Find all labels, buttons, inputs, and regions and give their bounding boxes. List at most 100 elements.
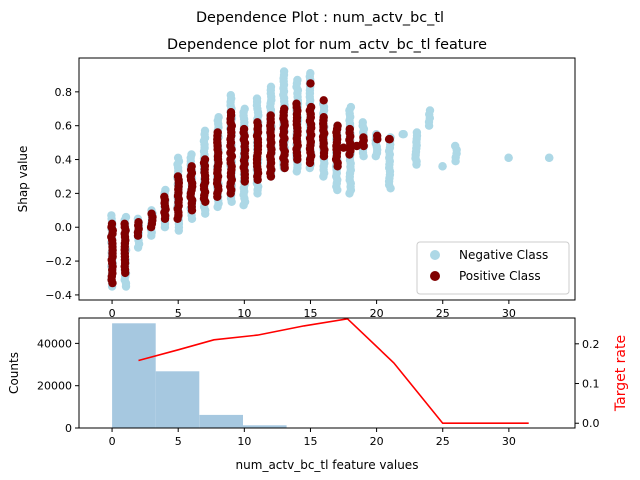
scatter-title: Dependence plot for num_actv_bc_tl featu…: [167, 37, 487, 53]
scatter-point: [545, 153, 554, 162]
scatter-point: [279, 67, 289, 76]
x-tick-label: 5: [175, 435, 182, 448]
scatter-point: [200, 155, 210, 164]
scatter-point: [240, 104, 249, 114]
series-positive-class: [107, 79, 394, 288]
scatter-point: [252, 94, 262, 103]
y-tick-label: 40000: [37, 337, 72, 350]
scatter-point: [160, 192, 169, 201]
y-tick-label: 0.2: [55, 187, 73, 200]
scatter-point: [107, 219, 117, 228]
scatter-points: [107, 67, 554, 291]
scatter-point: [266, 82, 276, 92]
y-tick-label: 0.8: [55, 86, 73, 99]
dependence-scatter-axes: Dependence plot for num_actv_bc_tl featu…: [16, 37, 576, 320]
scatter-frame: [78, 57, 576, 301]
x-tick-label: 15: [303, 307, 317, 320]
y-tick-label: 0.0: [55, 221, 73, 234]
histogram-bar: [155, 371, 200, 428]
x-tick-label: 15: [303, 435, 317, 448]
histogram-axes: 0 5 10 15 20 25 30 0 20000 40000 0.0 0.1 0.2 Count…: [7, 317, 629, 472]
y-tick-label: −0.2: [45, 255, 72, 268]
scatter-point: [134, 218, 143, 227]
scatter-point: [187, 162, 196, 171]
histogram-y-ticks: 0 20000 40000: [37, 337, 79, 435]
scatter-point: [399, 130, 408, 139]
scatter-point: [213, 128, 222, 137]
scatter-point: [451, 141, 460, 151]
x-tick-label: 30: [502, 435, 516, 448]
scatter-point: [147, 209, 156, 218]
x-tick-label: 20: [370, 307, 384, 320]
target-rate-line: [138, 317, 529, 424]
scatter-point: [173, 172, 183, 181]
target-rate-axis-label: Target rate: [613, 335, 629, 412]
scatter-point: [504, 153, 513, 162]
histogram-bars: [112, 323, 549, 429]
scatter-point: [306, 79, 315, 88]
x-tick-label: 0: [109, 435, 116, 448]
scatter-point: [346, 102, 356, 112]
scatter-point: [438, 162, 447, 171]
scatter-point: [266, 111, 275, 120]
histogram-bar: [112, 323, 156, 428]
x-tick-label: 0: [109, 307, 116, 320]
scatter-point: [425, 106, 435, 115]
scatter-point: [226, 108, 236, 117]
scatter-point: [333, 121, 342, 130]
y-tick-label: 0: [65, 422, 72, 435]
scatter-point: [161, 185, 170, 195]
histogram-bar: [199, 414, 243, 428]
scatter-point: [107, 211, 116, 220]
scatter-point: [253, 118, 262, 127]
y-tick-label: 20000: [37, 380, 72, 393]
scatter-point: [173, 153, 183, 162]
scatter-x-ticks: 0 5 10 15 20 25 30: [109, 300, 516, 320]
histogram-y-axis-label: Counts: [7, 352, 21, 394]
x-tick-label: 30: [502, 307, 516, 320]
scatter-point: [292, 99, 301, 108]
scatter-point: [352, 141, 361, 151]
scatter-point: [121, 212, 131, 222]
histogram-bar: [243, 425, 287, 429]
legend-label-positive-class: Positive Class: [459, 269, 541, 283]
x-tick-label: 25: [436, 435, 450, 448]
x-tick-label: 25: [436, 307, 450, 320]
scatter-y-ticks: −0.4 −0.2 0.0 0.2 0.4 0.6 0.8: [45, 86, 79, 302]
scatter-point: [319, 113, 328, 122]
scatter-point: [239, 124, 249, 134]
scatter-point: [358, 118, 367, 127]
figure-suptitle: Dependence Plot : num_actv_bc_tl: [196, 10, 444, 26]
scatter-point: [120, 219, 129, 228]
y2-tick-label: 0.0: [582, 417, 600, 430]
scatter-point: [293, 75, 302, 85]
scatter-point: [306, 69, 315, 78]
scatter-point: [345, 124, 354, 134]
y2-tick-label: 0.1: [582, 378, 600, 391]
scatter-point: [339, 143, 348, 152]
histogram-x-ticks: 0 5 10 15 20 25 30: [109, 428, 516, 448]
y2-tick-label: 0.2: [582, 338, 600, 351]
scatter-point: [226, 91, 235, 100]
histogram-frame: [78, 317, 576, 429]
y-tick-label: 0.6: [55, 120, 73, 133]
y-tick-label: −0.4: [45, 289, 72, 302]
scatter-point: [306, 102, 316, 112]
target-rate-y-ticks: 0.0 0.1 0.2: [575, 338, 600, 430]
scatter-legend: Negative Class Positive Class: [416, 241, 570, 295]
legend-label-negative-class: Negative Class: [459, 248, 548, 262]
legend-box: [416, 241, 570, 295]
x-tick-label: 10: [237, 435, 251, 448]
x-tick-label: 10: [237, 307, 251, 320]
histogram-x-axis-label: num_actv_bc_tl feature values: [236, 458, 419, 472]
scatter-point: [280, 104, 289, 114]
scatter-point: [187, 150, 196, 159]
scatter-point: [214, 113, 223, 122]
scatter-point: [373, 131, 382, 140]
scatter-point: [319, 96, 328, 105]
scatter-point: [384, 135, 394, 144]
legend-marker-positive-class: [430, 271, 440, 281]
x-tick-label: 20: [370, 435, 384, 448]
scatter-point: [200, 126, 210, 135]
